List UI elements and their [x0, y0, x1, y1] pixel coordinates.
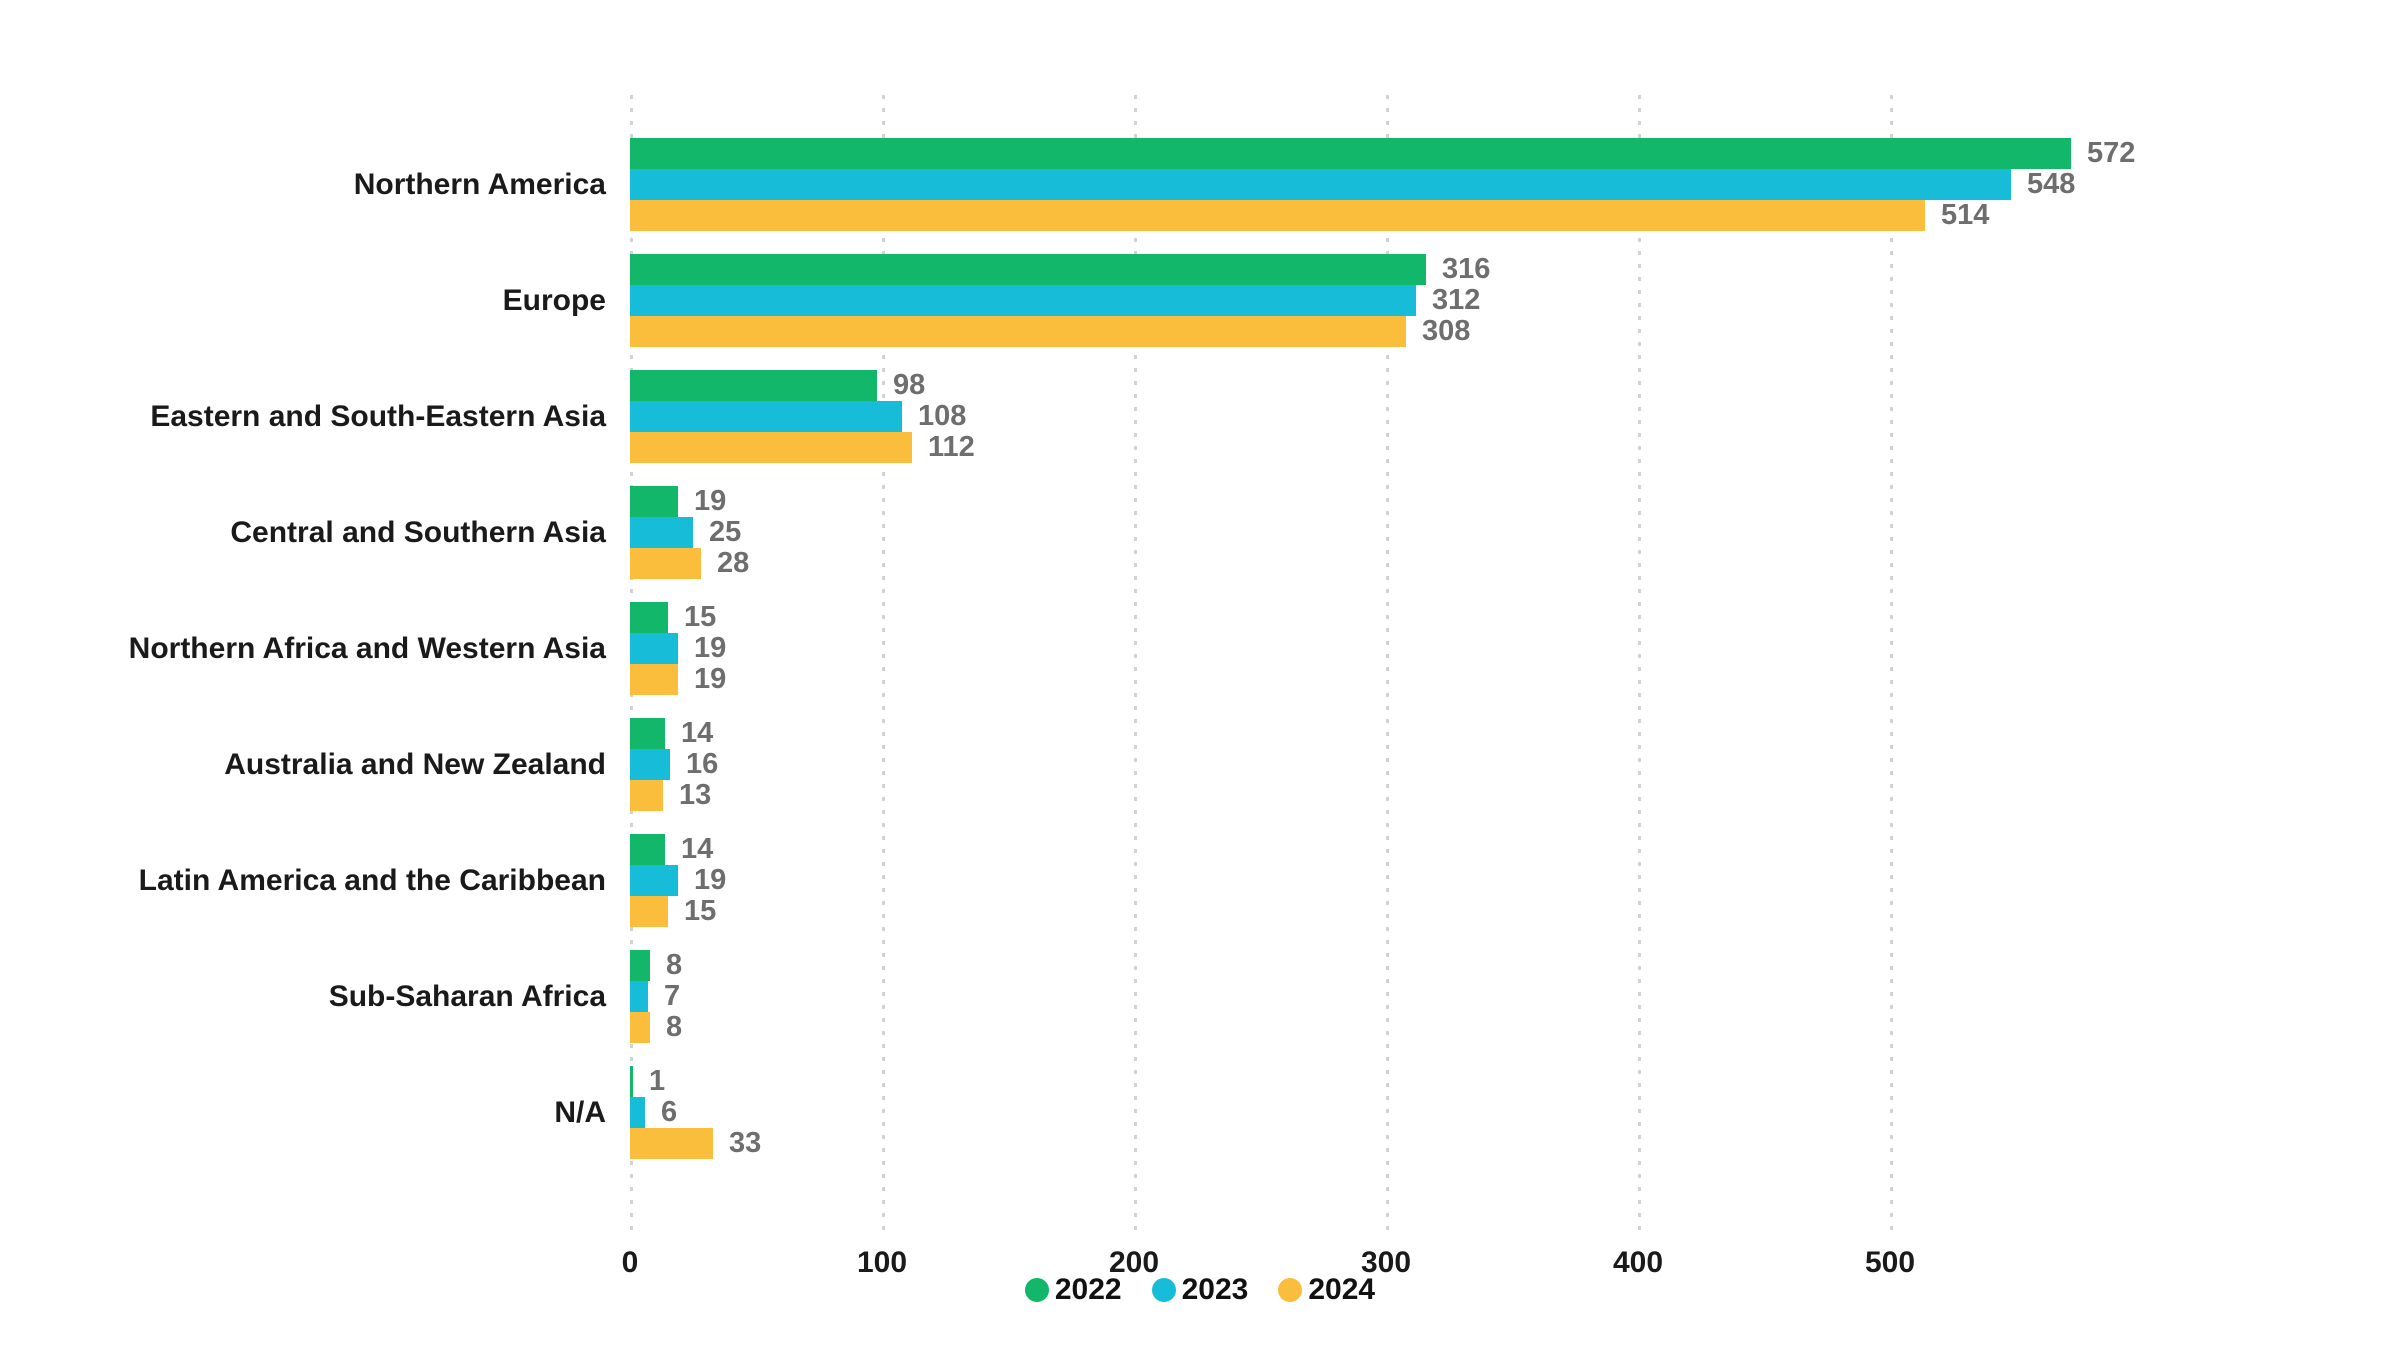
gridline-500: [1890, 95, 1893, 1235]
category-label: Australia and New Zealand: [224, 747, 606, 781]
value-label: 316: [1442, 253, 1491, 285]
x-axis-tick-label: 100: [856, 1246, 908, 1279]
legend-item-2024[interactable]: 2024: [1278, 1272, 1375, 1308]
value-label: 548: [2027, 168, 2076, 200]
gridline-100: [882, 95, 885, 1235]
value-label: 13: [679, 779, 712, 811]
x-axis-tick-label: 400: [1612, 1246, 1664, 1279]
value-label: 19: [694, 864, 727, 896]
value-label: 8: [666, 1011, 683, 1043]
bar-group: 19 25 28: [630, 486, 2190, 579]
bar-2022[interactable]: [630, 138, 2071, 169]
bar-2023[interactable]: [630, 285, 1416, 316]
bar-2024[interactable]: [630, 896, 668, 927]
bar-group: 14 16 13: [630, 718, 2190, 811]
value-label: 19: [694, 632, 727, 664]
bar-2022[interactable]: [630, 254, 1426, 285]
value-label: 33: [729, 1127, 762, 1159]
legend-item-2022[interactable]: 2022: [1024, 1272, 1122, 1308]
x-axis-tick-label: 500: [1864, 1246, 1916, 1279]
category-label: Central and Southern Asia: [230, 515, 606, 549]
value-label: 8: [666, 949, 683, 981]
bar-2023[interactable]: [630, 169, 2011, 200]
category-label: N/A: [554, 1095, 606, 1129]
bar-2022[interactable]: [630, 370, 877, 401]
bar-group: 14 19 15: [630, 834, 2190, 927]
legend-marker-icon: [1151, 1278, 1176, 1302]
category-label: Latin America and the Caribbean: [138, 863, 606, 897]
value-label: 514: [1941, 199, 1990, 231]
bar-2022[interactable]: [630, 486, 678, 517]
gridline-400: [1638, 95, 1641, 1235]
bar-2024[interactable]: [630, 1012, 650, 1043]
legend: 2022 2023 2024: [0, 1272, 2400, 1308]
bar-group: 316 312 308: [630, 254, 2190, 347]
x-axis-tick-label: 0: [621, 1246, 639, 1279]
bar-2023[interactable]: [630, 1097, 645, 1128]
gridline-200: [1134, 95, 1137, 1235]
legend-label: 2023: [1181, 1273, 1249, 1306]
bar-2023[interactable]: [630, 633, 678, 664]
value-label: 112: [928, 431, 975, 463]
bar-2023[interactable]: [630, 981, 648, 1012]
value-label: 6: [661, 1096, 678, 1128]
category-label: Eastern and South-Eastern Asia: [150, 399, 606, 433]
bar-2022[interactable]: [630, 950, 650, 981]
bar-group: 15 19 19: [630, 602, 2190, 695]
value-label: 98: [893, 369, 926, 401]
bar-2024[interactable]: [630, 200, 1925, 231]
value-label: 15: [684, 601, 717, 633]
category-label: Northern America: [353, 167, 606, 201]
value-label: 7: [664, 980, 681, 1012]
value-label: 16: [686, 748, 719, 780]
value-label: 308: [1422, 315, 1471, 347]
bar-2024[interactable]: [630, 664, 678, 695]
bar-group: 572 548 514: [630, 138, 2190, 231]
value-label: 1: [649, 1065, 666, 1097]
bar-2024[interactable]: [630, 316, 1406, 347]
category-label: Sub-Saharan Africa: [328, 979, 606, 1013]
value-label: 19: [694, 485, 727, 517]
legend-marker-icon: [1278, 1278, 1303, 1302]
bar-2024[interactable]: [630, 780, 663, 811]
value-label: 108: [918, 400, 967, 432]
value-label: 28: [717, 547, 750, 579]
bar-2022[interactable]: [630, 602, 668, 633]
bar-2024[interactable]: [630, 432, 912, 463]
bar-group: 1 6 33: [630, 1066, 2190, 1159]
bar-2023[interactable]: [630, 749, 670, 780]
legend-marker-icon: [1024, 1278, 1049, 1302]
bar-2023[interactable]: [630, 517, 693, 548]
bar-2024[interactable]: [630, 548, 701, 579]
bar-2024[interactable]: [630, 1128, 713, 1159]
bar-2022[interactable]: [630, 718, 665, 749]
value-label: 312: [1432, 284, 1481, 316]
x-axis-tick-label: 200: [1108, 1246, 1160, 1279]
value-label: 14: [681, 833, 714, 865]
gridline-300: [1386, 95, 1389, 1235]
value-label: 19: [694, 663, 727, 695]
x-axis-tick-label: 300: [1360, 1246, 1412, 1279]
category-label: Northern Africa and Western Asia: [128, 631, 606, 665]
plot-area: 572 548 514 316 312 308 98 108 112 19 25 28 15 19 19 14…: [630, 95, 2190, 1235]
legend-label: 2024: [1308, 1273, 1376, 1306]
bar-2022[interactable]: [630, 834, 665, 865]
category-label: Europe: [502, 283, 606, 317]
value-label: 572: [2087, 137, 2136, 169]
bar-2022[interactable]: [630, 1066, 633, 1097]
bar-group: 98 108 112: [630, 370, 2190, 463]
bar-2023[interactable]: [630, 865, 678, 896]
legend-item-2023[interactable]: 2023: [1151, 1272, 1249, 1308]
bar-2023[interactable]: [630, 401, 902, 432]
value-label: 14: [681, 717, 714, 749]
legend-label: 2022: [1054, 1273, 1122, 1306]
value-label: 25: [709, 516, 742, 548]
value-label: 15: [684, 895, 717, 927]
